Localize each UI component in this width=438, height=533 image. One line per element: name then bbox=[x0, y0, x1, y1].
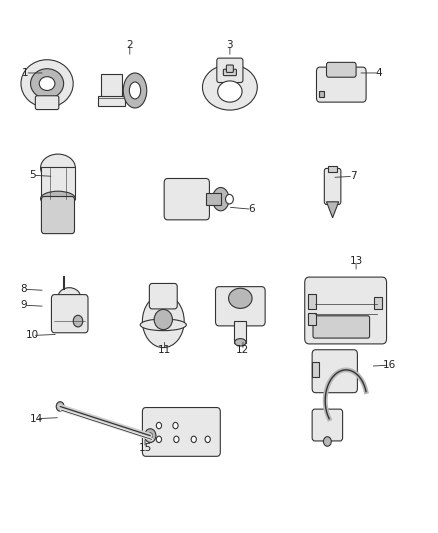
FancyBboxPatch shape bbox=[149, 284, 177, 309]
Text: 3: 3 bbox=[226, 40, 233, 50]
Ellipse shape bbox=[31, 69, 64, 99]
FancyBboxPatch shape bbox=[313, 316, 370, 338]
FancyBboxPatch shape bbox=[317, 67, 366, 102]
Circle shape bbox=[174, 436, 179, 442]
Text: 1: 1 bbox=[22, 68, 28, 78]
FancyBboxPatch shape bbox=[42, 197, 74, 233]
Text: 15: 15 bbox=[138, 443, 152, 453]
Text: 12: 12 bbox=[237, 345, 250, 356]
Bar bbox=[101, 74, 121, 98]
FancyBboxPatch shape bbox=[305, 277, 387, 344]
FancyBboxPatch shape bbox=[223, 69, 237, 76]
Circle shape bbox=[173, 422, 178, 429]
Ellipse shape bbox=[21, 60, 73, 108]
Ellipse shape bbox=[229, 288, 252, 309]
Bar bbox=[319, 91, 324, 97]
FancyBboxPatch shape bbox=[164, 179, 209, 220]
FancyBboxPatch shape bbox=[312, 409, 343, 441]
Ellipse shape bbox=[41, 154, 75, 182]
Text: 10: 10 bbox=[26, 330, 39, 341]
Circle shape bbox=[56, 402, 64, 411]
Circle shape bbox=[145, 429, 156, 442]
Ellipse shape bbox=[140, 319, 186, 330]
Ellipse shape bbox=[154, 310, 173, 329]
Circle shape bbox=[148, 433, 152, 438]
Text: 6: 6 bbox=[248, 204, 255, 214]
Circle shape bbox=[205, 436, 210, 442]
Ellipse shape bbox=[129, 82, 141, 99]
Ellipse shape bbox=[202, 64, 257, 110]
FancyBboxPatch shape bbox=[35, 96, 59, 110]
Bar bbox=[308, 294, 316, 309]
FancyBboxPatch shape bbox=[324, 168, 341, 205]
Circle shape bbox=[191, 436, 196, 442]
Polygon shape bbox=[326, 202, 339, 217]
Ellipse shape bbox=[212, 188, 229, 211]
FancyBboxPatch shape bbox=[326, 62, 356, 77]
FancyBboxPatch shape bbox=[217, 58, 243, 83]
FancyBboxPatch shape bbox=[215, 287, 265, 326]
FancyBboxPatch shape bbox=[226, 65, 233, 72]
Text: 11: 11 bbox=[158, 345, 171, 356]
Text: 16: 16 bbox=[383, 360, 396, 370]
Bar bbox=[312, 362, 319, 377]
Ellipse shape bbox=[235, 338, 246, 346]
Text: 8: 8 bbox=[21, 284, 27, 294]
FancyBboxPatch shape bbox=[312, 350, 357, 393]
FancyBboxPatch shape bbox=[142, 408, 220, 456]
Bar bbox=[374, 297, 382, 309]
Circle shape bbox=[73, 316, 83, 327]
Circle shape bbox=[156, 422, 162, 429]
Ellipse shape bbox=[123, 73, 147, 108]
Bar bbox=[206, 193, 221, 205]
Text: 13: 13 bbox=[350, 256, 363, 266]
FancyBboxPatch shape bbox=[51, 295, 88, 333]
Ellipse shape bbox=[58, 288, 81, 307]
Bar bbox=[308, 313, 316, 325]
Text: 7: 7 bbox=[350, 172, 357, 181]
Bar bbox=[234, 320, 247, 343]
Circle shape bbox=[156, 436, 162, 442]
Text: 4: 4 bbox=[376, 68, 382, 78]
Bar bbox=[41, 167, 75, 199]
Circle shape bbox=[323, 437, 331, 446]
Text: 2: 2 bbox=[127, 40, 133, 50]
Ellipse shape bbox=[218, 81, 242, 102]
Text: 5: 5 bbox=[29, 171, 36, 180]
Ellipse shape bbox=[41, 191, 75, 206]
Ellipse shape bbox=[142, 295, 184, 348]
Text: 9: 9 bbox=[21, 300, 27, 310]
Ellipse shape bbox=[39, 77, 55, 91]
Circle shape bbox=[226, 195, 233, 204]
Text: 14: 14 bbox=[30, 414, 43, 424]
Bar bbox=[98, 96, 125, 107]
Bar bbox=[328, 166, 337, 172]
